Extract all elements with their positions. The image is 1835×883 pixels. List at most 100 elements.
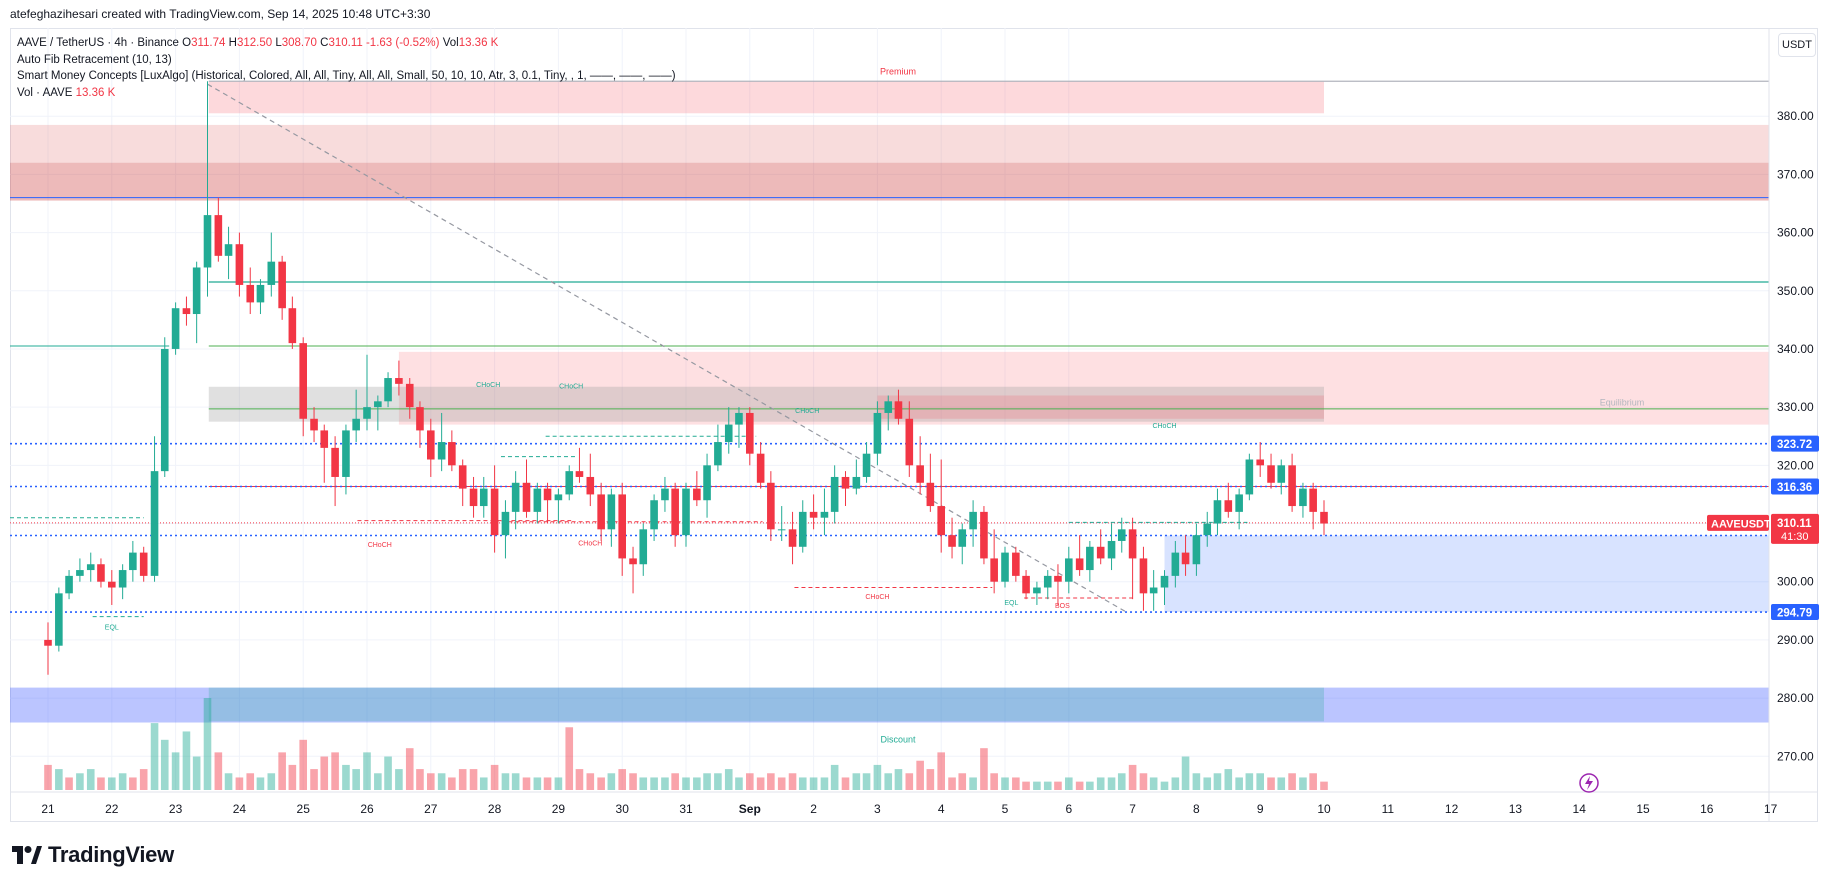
candle-body <box>405 383 414 408</box>
volume-bar <box>395 769 403 790</box>
indicator-fib[interactable]: Auto Fib Retracement (10, 13) <box>17 53 172 66</box>
candle-body <box>1065 558 1073 582</box>
candle-body <box>650 500 658 530</box>
volume-bar <box>511 773 520 790</box>
volume-bar <box>746 773 754 790</box>
candle-body <box>767 482 775 530</box>
volume-bar <box>586 773 595 790</box>
volume-bar <box>1256 773 1264 790</box>
candle-body <box>118 570 127 588</box>
time-tick: 14 <box>1573 802 1587 816</box>
candle-body <box>86 564 95 571</box>
ohlc-change: -1.63 (-0.52%) <box>365 37 440 49</box>
candle-body <box>171 308 180 349</box>
candle-body <box>980 511 988 559</box>
volume-bar <box>363 752 371 790</box>
volume-bar <box>150 723 159 790</box>
volume-bar <box>1001 777 1009 790</box>
volume-bar <box>182 731 191 790</box>
volume-bar <box>171 752 180 790</box>
volume-bar <box>97 777 105 790</box>
volume-bar <box>618 769 626 790</box>
ohlc-high: 312.50 <box>236 37 273 49</box>
candle-body <box>1277 465 1286 483</box>
price-tick: 350.00 <box>1777 284 1814 298</box>
candle-body <box>1043 575 1052 588</box>
currency-button[interactable]: USDT <box>1778 33 1816 57</box>
candle-body <box>820 511 829 518</box>
ob-zone <box>877 395 1324 419</box>
candle-body <box>990 558 998 582</box>
candle-body <box>522 482 531 512</box>
volume-bar <box>1022 781 1030 790</box>
candle-body <box>724 424 733 443</box>
time-tick: 26 <box>360 802 374 816</box>
volume-bar <box>1065 777 1073 790</box>
time-tick: 24 <box>233 802 247 816</box>
candle-body <box>884 401 893 413</box>
volume-bar <box>235 777 244 790</box>
volume-bar <box>479 777 488 790</box>
volume-bar <box>788 773 797 790</box>
volume-bar <box>427 773 435 790</box>
tradingview-logo-icon <box>12 846 42 864</box>
candle-body <box>214 215 223 256</box>
volume-bar <box>682 777 690 790</box>
candle-body <box>937 506 945 536</box>
time-tick: 7 <box>1129 802 1136 816</box>
candle-body <box>501 511 510 536</box>
ohlc-low: 308.70 <box>281 37 317 49</box>
discount-zone-inner <box>208 687 1324 722</box>
volume-bar <box>873 764 882 790</box>
volume-bar <box>1181 756 1190 790</box>
candle-body <box>809 511 818 518</box>
volume-bar <box>331 752 339 790</box>
candle-body <box>661 488 669 501</box>
chart-credit: atefeghazihesari created with TradingVie… <box>10 7 431 21</box>
candle-body <box>139 552 148 576</box>
candle-body <box>235 244 244 285</box>
candle-body <box>1235 494 1243 512</box>
price-badge <box>1771 604 1819 621</box>
candle-body <box>862 453 871 477</box>
candle-body <box>363 407 371 419</box>
price-badge <box>1771 478 1819 495</box>
volume-bar <box>129 777 137 790</box>
discount-zone-outer <box>10 687 1769 723</box>
volume-bar <box>980 748 988 790</box>
candle-body <box>639 529 648 565</box>
volume-bar <box>1160 781 1169 790</box>
volume-bar <box>862 773 871 790</box>
tradingview-logo[interactable]: TradingView <box>12 842 174 868</box>
symbol-title[interactable]: AAVE / TetherUS · 4h · Binance <box>17 37 179 49</box>
time-tick: 13 <box>1509 802 1523 816</box>
volume-bar <box>1107 777 1116 790</box>
volume-bar <box>458 769 467 790</box>
volume-bar <box>224 773 233 790</box>
candle-body <box>1033 587 1041 594</box>
volume-bar <box>884 773 893 790</box>
candle-body <box>1012 552 1020 576</box>
volume-bar <box>320 756 329 790</box>
volume-bar <box>990 773 998 790</box>
volume-bar <box>607 773 616 790</box>
candle-body <box>1117 529 1126 541</box>
candle-body <box>246 284 255 303</box>
indicator-smc[interactable]: Smart Money Concepts [LuxAlgo] (Historic… <box>17 70 676 82</box>
time-tick: 25 <box>297 802 311 816</box>
indicator-volume[interactable]: Vol · AAVE 13.36 K <box>17 85 676 102</box>
volume-bar <box>777 777 786 790</box>
candle-body <box>1171 552 1180 576</box>
candle-body <box>798 511 807 547</box>
candle-body <box>1224 500 1233 512</box>
candle-body <box>395 378 403 384</box>
candle-body <box>1320 511 1328 524</box>
time-tick: 28 <box>488 802 502 816</box>
candle-body <box>629 558 637 565</box>
time-tick: 17 <box>1764 802 1778 816</box>
candle-body <box>554 494 563 501</box>
volume-bars <box>44 698 1328 790</box>
volume-bar <box>469 769 478 790</box>
candle-body <box>288 308 297 344</box>
